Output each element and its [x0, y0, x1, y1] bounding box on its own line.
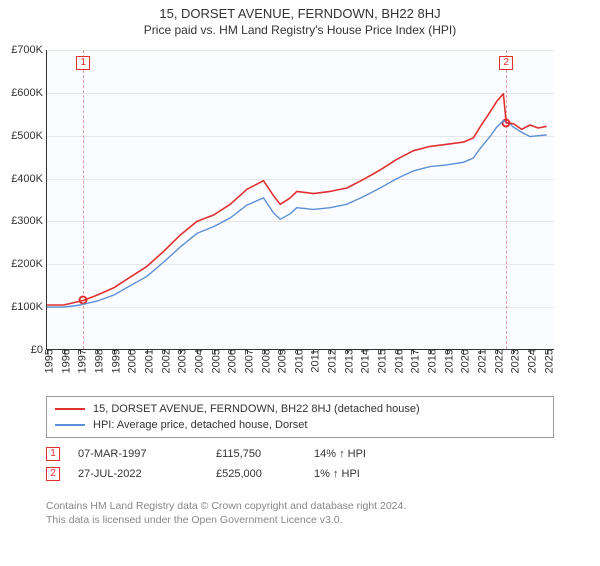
x-tick [480, 350, 481, 354]
x-tick-label: 2016 [391, 349, 405, 373]
x-tick-label: 2008 [258, 349, 272, 373]
sales-row: 1 07-MAR-1997 £115,750 14% ↑ HPI [46, 444, 554, 464]
x-tick-label: 2022 [491, 349, 505, 373]
legend-row: 15, DORSET AVENUE, FERNDOWN, BH22 8HJ (d… [55, 401, 545, 417]
x-tick-label: 2010 [291, 349, 305, 373]
attribution-line-2: This data is licensed under the Open Gov… [46, 514, 554, 528]
x-tick-label: 2005 [208, 349, 222, 373]
x-tick [130, 350, 131, 354]
x-tick-label: 2018 [424, 349, 438, 373]
y-tick-label: £200K [11, 258, 47, 270]
x-tick-label: 2019 [441, 349, 455, 373]
y-tick-label: £300K [11, 215, 47, 227]
chart-plot-area: £0£100K£200K£300K£400K£500K£600K£700K199… [46, 50, 554, 350]
x-tick-label: 2001 [141, 349, 155, 373]
x-tick-label: 2017 [408, 349, 422, 373]
x-tick-label: 1997 [75, 349, 89, 373]
x-tick-label: 1999 [108, 349, 122, 373]
x-tick [197, 350, 198, 354]
x-tick-label: 2014 [358, 349, 372, 373]
x-tick [80, 350, 81, 354]
x-tick [114, 350, 115, 354]
page-subtitle: Price paid vs. HM Land Registry's House … [0, 23, 600, 37]
x-tick-label: 2021 [474, 349, 488, 373]
y-tick-label: £400K [11, 173, 47, 185]
x-tick [430, 350, 431, 354]
x-tick [397, 350, 398, 354]
x-tick-label: 2023 [508, 349, 522, 373]
x-tick [313, 350, 314, 354]
x-tick-label: 2009 [275, 349, 289, 373]
sale-date: 07-MAR-1997 [78, 448, 198, 460]
x-tick [330, 350, 331, 354]
series-line-property [47, 94, 547, 305]
sale-marker-box: 2 [46, 467, 60, 481]
attribution-line-1: Contains HM Land Registry data © Crown c… [46, 500, 554, 514]
x-tick-label: 1996 [58, 349, 72, 373]
x-tick-label: 2012 [325, 349, 339, 373]
sale-diff: 14% ↑ HPI [314, 448, 434, 460]
page-title: 15, DORSET AVENUE, FERNDOWN, BH22 8HJ [0, 6, 600, 21]
x-tick [47, 350, 48, 354]
sale-diff: 1% ↑ HPI [314, 468, 434, 480]
x-tick [214, 350, 215, 354]
attribution-text: Contains HM Land Registry data © Crown c… [46, 500, 554, 527]
x-tick [297, 350, 298, 354]
legend-row: HPI: Average price, detached house, Dors… [55, 417, 545, 433]
x-tick-label: 2025 [541, 349, 555, 373]
x-tick-label: 2007 [241, 349, 255, 373]
y-tick-label: £700K [11, 44, 47, 56]
x-tick [347, 350, 348, 354]
x-tick-label: 2013 [341, 349, 355, 373]
x-tick [413, 350, 414, 354]
x-tick-label: 2011 [308, 349, 322, 373]
legend-swatch [55, 424, 85, 426]
sale-marker-box: 1 [46, 447, 60, 461]
x-tick [230, 350, 231, 354]
x-tick-label: 1998 [91, 349, 105, 373]
x-tick-label: 2002 [158, 349, 172, 373]
x-tick [447, 350, 448, 354]
x-tick [363, 350, 364, 354]
legend-swatch [55, 408, 85, 410]
x-tick [547, 350, 548, 354]
chart-legend: 15, DORSET AVENUE, FERNDOWN, BH22 8HJ (d… [46, 396, 554, 438]
x-tick [164, 350, 165, 354]
x-tick [64, 350, 65, 354]
x-tick [147, 350, 148, 354]
y-tick-label: £100K [11, 301, 47, 313]
sales-table: 1 07-MAR-1997 £115,750 14% ↑ HPI 2 27-JUL-202… [46, 444, 554, 484]
sale-price: £525,000 [216, 468, 296, 480]
chart-lines [47, 50, 555, 350]
x-tick-label: 2006 [225, 349, 239, 373]
x-tick-label: 2015 [375, 349, 389, 373]
x-tick [513, 350, 514, 354]
y-tick-label: £500K [11, 130, 47, 142]
x-tick-label: 1995 [41, 349, 55, 373]
y-tick-label: £600K [11, 87, 47, 99]
x-tick [463, 350, 464, 354]
x-tick [380, 350, 381, 354]
series-line-hpi [47, 121, 547, 307]
legend-label: 15, DORSET AVENUE, FERNDOWN, BH22 8HJ (d… [93, 403, 420, 415]
x-tick-label: 2024 [524, 349, 538, 373]
legend-label: HPI: Average price, detached house, Dors… [93, 419, 307, 431]
x-tick-label: 2000 [125, 349, 139, 373]
sales-row: 2 27-JUL-2022 £525,000 1% ↑ HPI [46, 464, 554, 484]
x-tick [497, 350, 498, 354]
x-tick [280, 350, 281, 354]
x-tick [530, 350, 531, 354]
x-tick-label: 2003 [175, 349, 189, 373]
x-tick [180, 350, 181, 354]
x-tick [247, 350, 248, 354]
x-tick [264, 350, 265, 354]
x-tick [97, 350, 98, 354]
sale-date: 27-JUL-2022 [78, 468, 198, 480]
x-tick-label: 2004 [191, 349, 205, 373]
x-tick-label: 2020 [458, 349, 472, 373]
sale-price: £115,750 [216, 448, 296, 460]
